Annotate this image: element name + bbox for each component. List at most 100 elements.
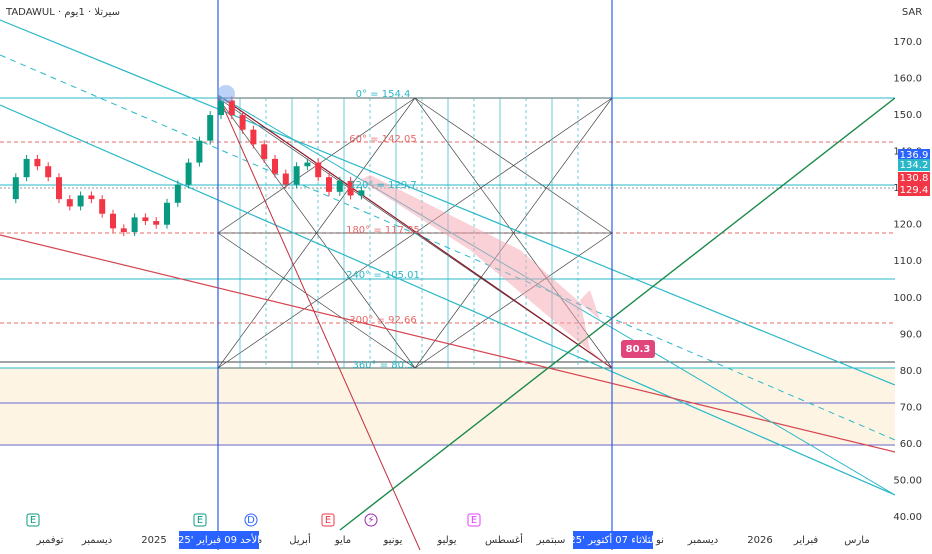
price-tag-bg [898,184,930,196]
candle-body [120,228,127,233]
event-icon [193,513,207,527]
drawing-line [0,19,896,386]
crosshair-date-bg [573,531,653,549]
candle-body [77,195,84,207]
drawing-line [0,54,896,441]
event-label: E [325,515,331,526]
price-axis-label: 110.0 [893,256,922,267]
gann-level-label: 240° = 105.01 [346,270,420,281]
drawing-line [217,94,421,551]
candle-body [336,180,343,192]
time-axis-label: 2026 [747,535,772,546]
target-callout-bg [621,340,655,358]
candle-body [207,115,214,141]
demand-zone [0,368,895,446]
candle-body [23,158,30,178]
gann-level-label: 120° = 129.7 [349,180,416,191]
gann-level-label: 300° = 92.66 [349,315,416,326]
drawing-line [339,97,896,531]
crosshair-date-bg [179,531,259,549]
event-icon [364,513,378,527]
event-icon [467,513,481,527]
candle-body [12,177,19,200]
price-axis-label: 40.00 [893,512,922,523]
drawing-line [0,104,896,496]
price-tag: 129.4 [900,185,929,196]
event-label: E [197,515,203,526]
time-axis-label: يونيو [383,535,403,546]
price-tag-bg [898,159,930,171]
candle-body [196,140,203,163]
gann-level-label: 60° = 142.05 [349,134,416,145]
time-axis-label: ديسمبر [81,535,112,546]
drawing-line [0,234,896,453]
event-label: ⚡ [367,515,374,526]
event-icon [244,513,258,527]
price-axis-label: 100.0 [893,293,922,304]
drawing-line [217,232,416,369]
price-axis-label: 170.0 [893,37,922,48]
time-axis-label: 2025 [141,535,166,546]
gann-level-label: 360° = 80.3 [352,360,413,371]
candle-body [99,199,106,214]
price-axis-label: 80.0 [900,366,922,377]
price-axis-bg [895,0,932,550]
candle-body [110,213,116,229]
price-axis-label: 150.0 [893,110,922,121]
candle-body [326,177,332,192]
projection-arrow [360,175,612,368]
candle-body [347,180,354,196]
time-axis-label: فبراير [793,535,819,546]
time-axis-label: مارس [844,535,869,546]
candle-body [56,177,62,200]
symbol-title: TADAWUL · سيرتلا · 1يوم [5,7,120,18]
candle-body [153,221,160,225]
candle-body [293,166,300,185]
candle-body [250,129,257,145]
candle-body [34,158,41,167]
event-label: E [30,515,36,526]
event-icon [321,513,335,527]
time-axis-label: توفمبر [35,535,63,546]
time-axis-label: ديسمبر [687,535,718,546]
target-callout: 80.3 [626,344,651,355]
event-label: D [247,515,255,526]
candle-body [261,144,268,159]
candle-body [66,199,73,207]
candle-body [358,190,365,196]
candle-body [304,162,311,167]
candle-body [88,195,95,200]
candle-body [218,100,224,116]
candle-body [239,115,246,130]
price-tag-bg [898,172,930,184]
gann-level-label: 180° = 117.35 [346,225,420,236]
event-label: E [471,515,477,526]
gann-level-label: 0° = 154.4 [356,89,411,100]
price-axis-label: 90.0 [900,329,922,340]
candle-body [228,100,235,116]
currency: SAR [902,7,922,18]
candle-body [282,173,289,185]
price-tag-bg [898,149,930,161]
price-axis-label: 60.0 [900,439,922,450]
candle-body [185,162,192,185]
price-tag: 130.8 [900,173,929,184]
candle-body [272,158,278,174]
time-axis-label: يوليو [436,535,456,546]
price-tag: 134.2 [900,160,929,171]
candle-body [174,184,181,203]
time-axis-label: مايو [334,535,351,546]
price-axis-label: 120.0 [893,220,922,231]
candle-body [45,166,52,178]
crosshair-date: الثلاثاء 07 أكتوبر '25 [569,533,656,546]
price-axis-label: 160.0 [893,74,922,85]
time-axis-label: نو [655,535,664,546]
candle-body [142,217,149,222]
price-tag: 136.9 [900,150,929,161]
candle-body [315,162,322,178]
price-axis-label: 70.0 [900,402,922,413]
time-axis-label: أغسطس [485,533,523,546]
drawing-line [217,94,613,369]
